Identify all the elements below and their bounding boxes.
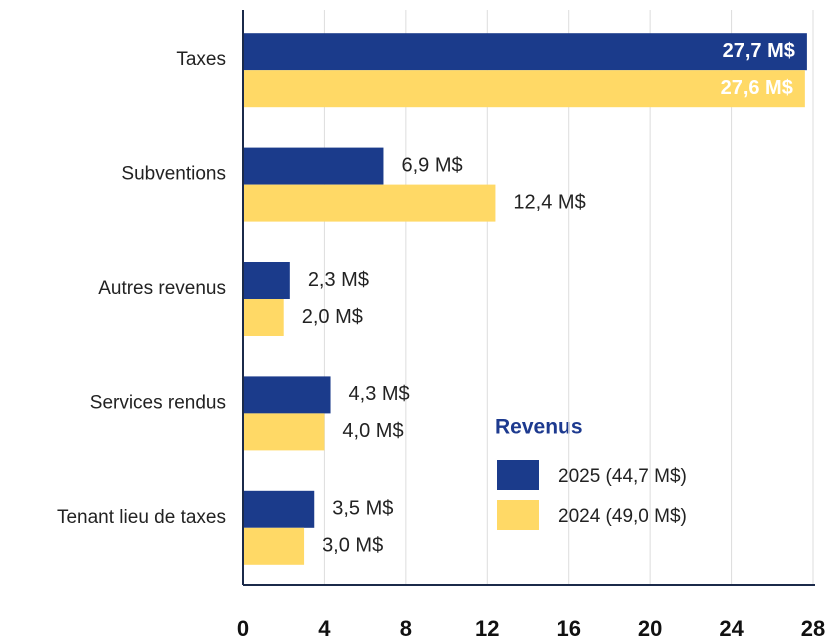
x-tick-label: 16: [556, 616, 580, 638]
bar: [243, 490, 315, 528]
x-tick-label: 8: [400, 616, 412, 638]
legend-swatch: [497, 500, 539, 530]
value-label: 6,9 M$: [401, 154, 462, 176]
bar: [243, 413, 325, 451]
x-tick-label: 28: [801, 616, 825, 638]
bar: [243, 70, 805, 108]
value-label: 4,3 M$: [349, 383, 410, 405]
category-label: Services rendus: [90, 392, 226, 413]
legend-title: Revenus: [495, 416, 583, 439]
value-label: 2,0 M$: [302, 306, 363, 328]
value-label: 27,7 M$: [723, 40, 795, 62]
category-label: Tenant lieu de taxes: [57, 507, 226, 528]
x-tick-label: 4: [318, 616, 331, 638]
bar: [243, 299, 284, 336]
value-label: 12,4 M$: [513, 191, 585, 213]
category-label: Subventions: [121, 164, 226, 185]
category-label: Autres revenus: [98, 278, 226, 299]
legend-label: 2025 (44,7 M$): [558, 466, 687, 487]
value-label: 4,0 M$: [342, 420, 403, 442]
x-tick-label: 12: [475, 616, 499, 638]
bar: [243, 147, 384, 185]
value-label: 3,0 M$: [322, 535, 383, 557]
value-label: 27,6 M$: [721, 77, 793, 99]
bar: [243, 376, 331, 414]
bar: [243, 184, 496, 222]
bar: [243, 527, 305, 565]
category-label: Taxes: [176, 49, 226, 70]
value-label: 3,5 M$: [332, 498, 393, 520]
legend-swatch: [497, 460, 539, 490]
bar: [243, 33, 807, 71]
bar: [243, 262, 290, 299]
value-label: 2,3 M$: [308, 269, 369, 291]
x-tick-label: 0: [237, 616, 249, 638]
x-tick-label: 20: [638, 616, 662, 638]
x-tick-label: 24: [719, 616, 744, 638]
legend-label: 2024 (49,0 M$): [558, 506, 687, 527]
